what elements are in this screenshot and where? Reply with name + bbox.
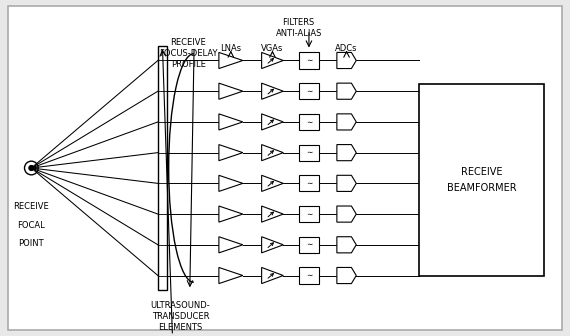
Polygon shape <box>262 83 283 99</box>
Text: ∼: ∼ <box>306 240 312 249</box>
Bar <box>299 83 319 99</box>
Polygon shape <box>262 175 283 192</box>
Polygon shape <box>219 114 243 130</box>
Bar <box>299 237 319 253</box>
Polygon shape <box>262 267 283 284</box>
Polygon shape <box>262 237 283 253</box>
Text: ANTI-ALIAS: ANTI-ALIAS <box>275 29 322 38</box>
Polygon shape <box>262 206 283 222</box>
Text: ∼: ∼ <box>306 271 312 280</box>
Text: FOCAL: FOCAL <box>18 221 45 229</box>
Bar <box>299 175 319 192</box>
Text: FOCUS-DELAY: FOCUS-DELAY <box>159 49 217 58</box>
Polygon shape <box>219 237 243 253</box>
Text: RECEIVE: RECEIVE <box>170 38 206 47</box>
Polygon shape <box>337 52 356 69</box>
Polygon shape <box>219 144 243 161</box>
Text: FILTERS: FILTERS <box>283 18 315 27</box>
Text: ∼: ∼ <box>306 210 312 219</box>
Polygon shape <box>337 237 356 253</box>
Polygon shape <box>219 83 243 99</box>
Polygon shape <box>262 144 283 161</box>
Text: ∼: ∼ <box>306 148 312 157</box>
Text: ∼: ∼ <box>306 56 312 65</box>
Polygon shape <box>219 52 243 69</box>
Polygon shape <box>219 206 243 222</box>
Text: PROFILE: PROFILE <box>170 60 206 69</box>
Polygon shape <box>337 267 356 284</box>
Text: BEAMFORMER: BEAMFORMER <box>447 183 516 193</box>
Text: ELEMENTS: ELEMENTS <box>158 323 202 332</box>
Bar <box>299 144 319 161</box>
Bar <box>158 46 167 290</box>
Polygon shape <box>219 267 243 284</box>
Polygon shape <box>337 175 356 192</box>
Text: RECEIVE: RECEIVE <box>14 202 49 211</box>
Text: ADCs: ADCs <box>335 44 358 53</box>
Bar <box>299 267 319 284</box>
Bar <box>299 206 319 222</box>
Bar <box>299 114 319 130</box>
Text: LNAs: LNAs <box>220 44 242 53</box>
Text: ∼: ∼ <box>306 117 312 126</box>
Text: ∼: ∼ <box>306 87 312 96</box>
Polygon shape <box>337 83 356 99</box>
Text: ULTRASOUND-: ULTRASOUND- <box>150 301 210 310</box>
Text: VGAs: VGAs <box>261 44 284 53</box>
Text: TRANSDUCER: TRANSDUCER <box>152 312 209 321</box>
Text: POINT: POINT <box>19 239 44 248</box>
Bar <box>419 84 544 276</box>
Text: RECEIVE: RECEIVE <box>461 167 502 177</box>
Polygon shape <box>262 114 283 130</box>
Polygon shape <box>219 175 243 192</box>
Bar <box>299 52 319 69</box>
Polygon shape <box>337 114 356 130</box>
Polygon shape <box>337 206 356 222</box>
Polygon shape <box>262 52 283 69</box>
Polygon shape <box>337 144 356 161</box>
Circle shape <box>29 166 34 170</box>
Text: ∼: ∼ <box>306 179 312 188</box>
